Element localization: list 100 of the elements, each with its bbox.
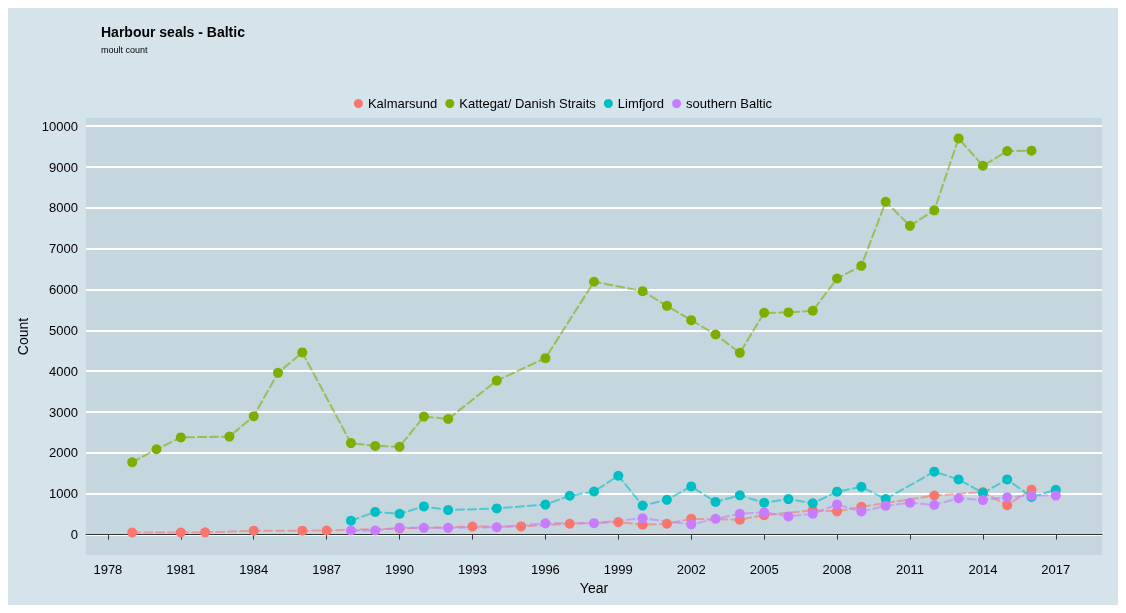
y-tick-label: 9000 <box>49 159 78 175</box>
x-tick-label: 1996 <box>530 562 560 577</box>
y-axis-title: Count <box>15 317 31 356</box>
point <box>370 440 381 451</box>
x-tick-label: 1981 <box>166 562 196 577</box>
point <box>637 500 648 511</box>
point <box>759 497 770 508</box>
point <box>394 508 405 519</box>
y-tick-label: 5000 <box>49 322 78 338</box>
point <box>856 506 867 517</box>
x-tick-label: 1978 <box>93 562 123 577</box>
point <box>589 276 599 287</box>
x-tick-label: 1987 <box>312 562 342 577</box>
point <box>832 273 843 284</box>
x-tick-label: 2008 <box>822 562 852 577</box>
point <box>491 522 502 533</box>
legend-label: Kattegat/ Danish Straits <box>459 96 597 111</box>
point <box>175 527 186 538</box>
point <box>491 503 502 514</box>
point <box>345 515 356 526</box>
point <box>904 220 915 231</box>
point <box>540 499 551 510</box>
point <box>443 522 454 533</box>
point <box>953 493 964 504</box>
point <box>661 300 672 311</box>
point <box>589 486 599 497</box>
y-tick-label: 0 <box>70 527 78 543</box>
x-tick-label: 2005 <box>749 562 779 577</box>
x-tick-label: 1984 <box>239 562 269 577</box>
point <box>807 498 818 509</box>
point <box>710 329 721 340</box>
point <box>516 521 527 532</box>
point <box>564 490 575 501</box>
point <box>953 133 964 144</box>
point <box>686 519 697 530</box>
point <box>613 470 624 481</box>
point <box>248 525 259 536</box>
point <box>929 499 940 510</box>
legend-label: Kalmarsund <box>367 96 438 111</box>
point <box>151 444 162 455</box>
point <box>783 307 794 318</box>
point <box>540 353 551 364</box>
point <box>710 513 721 524</box>
point <box>783 511 794 522</box>
point <box>832 486 843 497</box>
point <box>224 431 235 442</box>
point <box>1002 474 1013 485</box>
point <box>443 414 454 424</box>
point <box>321 525 332 536</box>
point <box>370 525 381 536</box>
point <box>661 494 672 505</box>
point <box>880 196 891 207</box>
point <box>734 347 745 358</box>
point <box>783 494 794 505</box>
y-tick-label: 3000 <box>49 404 78 420</box>
point <box>418 522 429 533</box>
point <box>418 501 429 512</box>
point <box>661 518 672 529</box>
point <box>637 286 648 297</box>
point <box>856 481 867 492</box>
point <box>637 513 648 524</box>
point <box>297 525 308 536</box>
y-tick-label: 1000 <box>49 486 78 502</box>
point <box>1002 146 1013 157</box>
point <box>370 506 381 517</box>
point <box>929 205 940 216</box>
y-tick-label: 7000 <box>49 241 78 257</box>
point <box>929 466 940 477</box>
point <box>953 474 964 485</box>
point <box>200 527 211 538</box>
point <box>564 518 575 529</box>
x-axis-title: Year <box>579 579 609 596</box>
point <box>832 499 843 510</box>
point <box>904 497 915 508</box>
point <box>394 441 405 452</box>
point <box>807 305 818 316</box>
y-tick-label: 10000 <box>41 118 78 134</box>
point <box>540 518 551 529</box>
y-tick-label: 6000 <box>49 282 78 298</box>
point <box>418 411 429 422</box>
legend-label: southern Baltic <box>686 96 773 111</box>
point <box>734 508 745 519</box>
point <box>1050 490 1061 501</box>
point <box>127 527 138 538</box>
point <box>710 496 721 507</box>
x-tick-label: 1999 <box>603 562 633 577</box>
point <box>467 521 478 532</box>
point <box>127 457 138 468</box>
point <box>443 505 454 516</box>
point <box>297 347 308 358</box>
point <box>345 525 356 536</box>
x-tick-label: 2014 <box>968 562 998 577</box>
point <box>977 495 988 506</box>
y-tick-label: 8000 <box>49 200 78 216</box>
point <box>1026 145 1037 156</box>
chart-subtitle: moult count <box>101 44 149 55</box>
point <box>977 160 988 171</box>
x-tick-label: 1990 <box>385 562 415 577</box>
point <box>856 260 867 271</box>
point <box>686 315 697 326</box>
